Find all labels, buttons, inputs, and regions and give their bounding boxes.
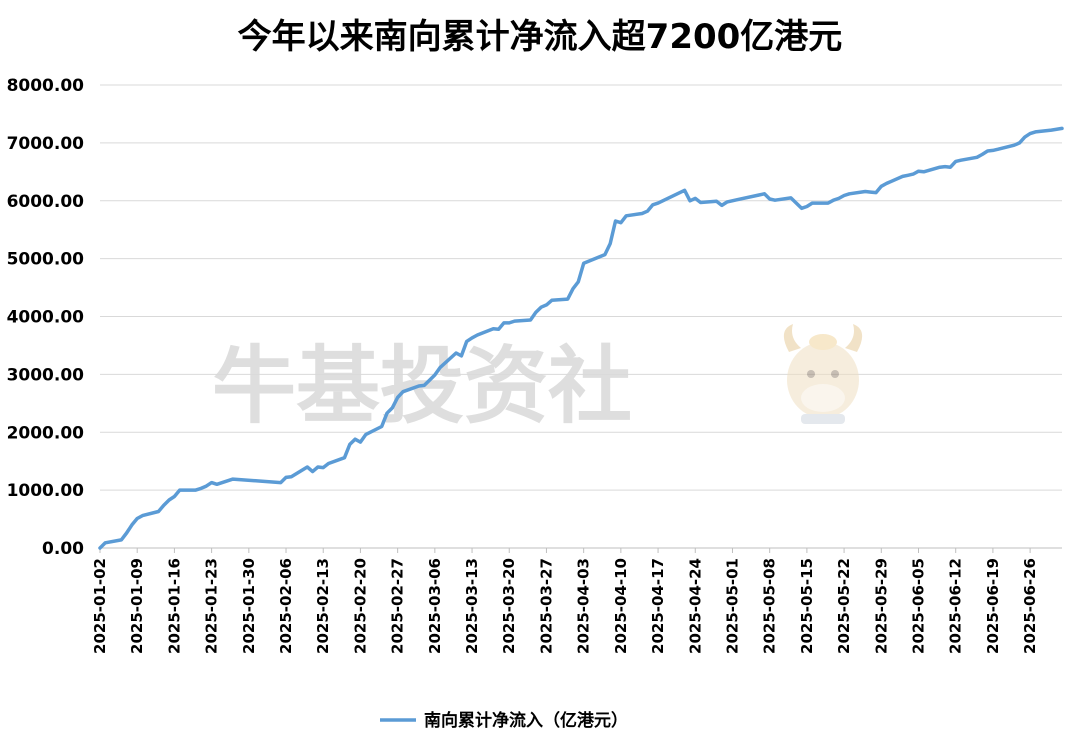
x-tick-label: 2025-05-01 xyxy=(723,558,741,654)
x-tick-label: 2025-05-22 xyxy=(835,558,853,654)
x-tick-label: 2025-03-13 xyxy=(463,558,481,654)
y-tick-label: 2000.00 xyxy=(7,423,85,443)
y-tick-label: 4000.00 xyxy=(7,308,85,328)
y-tick-label: 1000.00 xyxy=(7,481,85,501)
x-tick-label: 2025-06-12 xyxy=(947,558,965,654)
chart-title: 今年以来南向累计净流入超7200亿港元 xyxy=(238,17,843,57)
x-tick-label: 2025-04-17 xyxy=(649,558,667,654)
x-tick-label: 2025-03-06 xyxy=(426,558,444,654)
x-tick-label: 2025-01-23 xyxy=(203,558,221,654)
series-layer xyxy=(98,126,1064,550)
x-axis-ticks: 2025-01-02 2025-01-09 2025-01-16 2025-01-23… xyxy=(91,548,1039,654)
x-tick-label: 2025-05-15 xyxy=(798,558,816,654)
x-tick-label: 2025-01-16 xyxy=(165,558,183,654)
watermark: 牛基投资社 xyxy=(212,324,863,435)
x-tick-label: 2025-05-08 xyxy=(761,558,779,654)
y-tick-label: 5000.00 xyxy=(7,250,85,270)
x-tick-label: 2025-06-05 xyxy=(909,558,927,654)
x-tick-label: 2025-06-19 xyxy=(984,558,1002,654)
y-tick-label: 0.00 xyxy=(42,539,84,559)
x-tick-label: 2025-01-09 xyxy=(128,558,146,654)
x-tick-label: 2025-03-20 xyxy=(500,558,518,654)
x-tick-label: 2025-05-29 xyxy=(872,558,890,654)
bull-mascot-icon xyxy=(783,324,863,424)
x-tick-label: 2025-04-10 xyxy=(612,558,630,654)
legend: 南向累计净流入（亿港元） xyxy=(380,710,628,731)
y-tick-label: 3000.00 xyxy=(7,365,85,385)
x-tick-label: 2025-02-13 xyxy=(314,558,332,654)
series-line-0 xyxy=(98,126,1064,550)
x-tick-label: 2025-06-26 xyxy=(1021,558,1039,654)
x-tick-label: 2025-02-27 xyxy=(389,558,407,654)
x-tick-label: 2025-04-03 xyxy=(575,558,593,654)
y-tick-label: 7000.00 xyxy=(7,134,85,154)
y-tick-label: 6000.00 xyxy=(7,192,85,212)
legend-label: 南向累计净流入（亿港元） xyxy=(424,710,628,731)
x-tick-label: 2025-02-20 xyxy=(351,558,369,654)
y-tick-label: 8000.00 xyxy=(7,76,85,96)
x-tick-label: 2025-03-27 xyxy=(537,558,555,654)
x-tick-label: 2025-01-02 xyxy=(91,558,109,654)
gridlines xyxy=(100,84,1062,491)
x-tick-label: 2025-04-24 xyxy=(686,558,704,654)
y-axis-ticks: 0.00 1000.00 2000.00 3000.00 4000.00 5000.00 6… xyxy=(7,76,85,559)
x-tick-label: 2025-02-06 xyxy=(277,558,295,654)
x-tick-label: 2025-01-30 xyxy=(240,558,258,654)
